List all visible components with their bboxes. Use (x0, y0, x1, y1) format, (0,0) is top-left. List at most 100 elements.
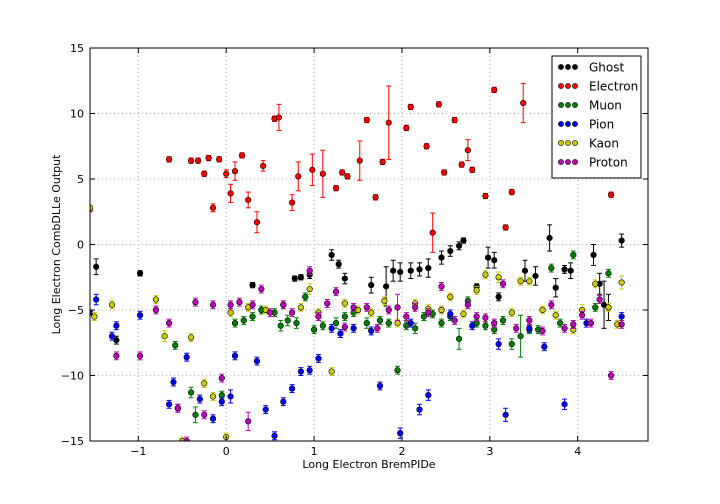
legend-marker-ghost (572, 64, 578, 70)
kaon-point (460, 310, 467, 318)
proton-point (267, 309, 274, 316)
pion-point (407, 320, 414, 327)
proton-point (258, 285, 265, 293)
pion-point (416, 406, 423, 413)
legend: Ghost Electron Muon Pion Kaon Proton (551, 55, 642, 179)
kaon-point (328, 368, 335, 375)
proton-point (209, 301, 217, 308)
proton-point (218, 375, 225, 382)
pion-point (183, 354, 190, 361)
kaon-point (495, 274, 502, 281)
legend-marker-muon (565, 102, 571, 108)
legend-marker-muon (572, 102, 578, 108)
kaon-point (90, 204, 94, 211)
muon-point (548, 264, 555, 272)
pion-point (231, 352, 239, 359)
ghost-point (335, 261, 342, 268)
pion-point (350, 325, 357, 332)
muon-point (412, 325, 419, 332)
muon-point (218, 392, 225, 399)
ghost-point (521, 267, 529, 274)
ghost-point (618, 237, 625, 244)
proton-point (607, 372, 615, 379)
electron-point (339, 169, 346, 176)
muon-point (376, 317, 384, 324)
muon-point (277, 322, 284, 329)
ghost-point (397, 268, 404, 276)
legend-marker-kaon (558, 140, 564, 146)
pion-point (218, 398, 225, 405)
muon-point (491, 326, 498, 333)
electron-point (209, 204, 217, 211)
pion-point (397, 430, 404, 437)
pion-point (280, 398, 287, 405)
electron-point (216, 156, 223, 163)
electron-point (289, 199, 296, 206)
ghost-point (93, 263, 100, 270)
pion-point (289, 385, 296, 392)
y-axis-label: Long Electron CombDLLe Output (50, 154, 63, 335)
proton-point (113, 352, 120, 359)
plot-area (90, 82, 625, 441)
proton-point (136, 352, 144, 359)
y-tick-label: 15 (70, 42, 84, 55)
ghost-point (291, 275, 298, 282)
legend-label-proton: Proton (589, 156, 628, 170)
kaon-point (447, 293, 454, 301)
muon-point (249, 313, 256, 320)
legend-label-electron: Electron (589, 80, 638, 94)
kaon-point (187, 334, 195, 341)
electron-point (231, 168, 239, 175)
legend-label-kaon: Kaon (589, 137, 619, 151)
x-tick-label: 1 (311, 445, 318, 458)
proton-point (570, 321, 577, 328)
legend-marker-ghost (558, 64, 564, 70)
kaon-point (381, 297, 388, 304)
muon-point (499, 317, 507, 324)
muon-point (192, 411, 199, 418)
data-points (90, 82, 625, 441)
proton-point (394, 304, 401, 311)
proton-point (464, 301, 471, 308)
electron-point (482, 192, 489, 200)
pion-point (541, 343, 548, 350)
muon-point (570, 251, 577, 259)
proton-point (618, 321, 625, 328)
electron-point (502, 224, 509, 231)
kaon-point (508, 309, 515, 316)
electron-point (385, 119, 392, 126)
electron-point (372, 194, 379, 201)
y-tick-label: −15 (61, 435, 84, 448)
muon-point (363, 320, 370, 327)
electron-point (429, 229, 436, 236)
pion-point (253, 357, 261, 365)
pion-point (495, 340, 502, 348)
legend-marker-pion (572, 121, 578, 127)
legend-label-ghost: Ghost (589, 61, 624, 75)
muon-point (455, 335, 463, 342)
proton-point (183, 437, 190, 441)
electron-point (260, 162, 267, 169)
electron-point (508, 189, 515, 196)
kaon-point (209, 393, 217, 400)
proton-point (280, 301, 287, 308)
kaon-point (473, 287, 480, 294)
proton-point (165, 320, 173, 327)
electron-point (451, 116, 458, 124)
pion-point (618, 313, 625, 320)
x-tick-label: −1 (130, 445, 146, 458)
electron-point (309, 166, 316, 173)
muon-point (438, 320, 445, 327)
electron-point (245, 196, 252, 204)
y-tick-label: 0 (77, 239, 84, 252)
ghost-point (416, 266, 423, 273)
pion-point (113, 322, 120, 329)
kaon-point (227, 309, 234, 316)
muon-point (231, 320, 239, 327)
electron-point (356, 157, 363, 164)
proton-point (473, 313, 480, 320)
proton-point (438, 283, 445, 290)
proton-point (499, 280, 507, 287)
proton-point (539, 327, 546, 335)
muon-point (508, 340, 515, 348)
